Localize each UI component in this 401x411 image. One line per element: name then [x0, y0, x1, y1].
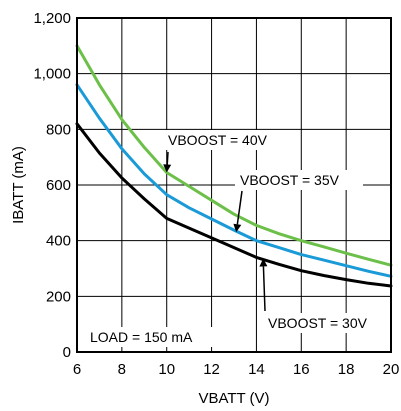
y-tick-label-1: 200: [46, 288, 71, 305]
x-tick-label-6: 18: [338, 361, 355, 378]
x-tick-label-7: 20: [383, 361, 400, 378]
x-tick-label-5: 16: [293, 361, 310, 378]
y-tick-label-4: 800: [46, 121, 71, 138]
y-axis-title: IBATT (mA): [10, 146, 27, 224]
series-line-vboost-30v: [75, 122, 393, 288]
y-tick-label-3: 600: [46, 177, 71, 194]
plot-frame: [76, 17, 392, 353]
x-tick-label-4: 14: [248, 361, 265, 378]
arrow-vboost-30v-shaft: [262, 266, 266, 312]
annotation-40v-background: [163, 130, 283, 150]
annotation-load-background: [85, 327, 215, 347]
annotation-load: LOAD = 150 mA: [90, 329, 193, 345]
series-line-vboost-35v: [75, 83, 393, 278]
annotation-arrows: [163, 151, 268, 312]
annotation-35v-background: [235, 170, 363, 190]
arrow-vboost-30v: [259, 258, 268, 312]
arrow-vboost-35v-shaft: [236, 190, 243, 225]
annotation-vboost-35v: VBOOST = 35V: [240, 172, 340, 188]
y-tick-label-6: 1,200: [33, 10, 71, 27]
y-tick-label-0: 0: [63, 344, 71, 361]
annotation-vboost-40v: VBOOST = 40V: [168, 132, 268, 148]
arrow-vboost-30v-head: [259, 258, 268, 267]
x-tick-label-3: 12: [203, 361, 220, 378]
annotation-vboost-30v: VBOOST = 30V: [268, 315, 368, 331]
arrow-vboost-35v-head: [233, 223, 242, 233]
annotations: VBOOST = 40V VBOOST = 35V VBOOST = 30V L…: [85, 130, 383, 347]
arrow-vboost-40v: [163, 151, 172, 173]
annotation-30v-background: [263, 313, 383, 333]
series-lines: [75, 44, 393, 288]
x-axis-title: VBATT (V): [198, 390, 269, 407]
arrow-vboost-40v-head: [163, 164, 172, 173]
y-tick-label-5: 1,000: [33, 66, 71, 83]
x-tick-label-2: 10: [158, 361, 175, 378]
series-line-vboost-40v: [75, 44, 393, 267]
x-tick-label-0: 6: [73, 361, 81, 378]
arrow-vboost-35v: [233, 190, 243, 233]
arrow-vboost-40v-shaft: [166, 151, 169, 165]
x-tick-label-1: 8: [118, 361, 126, 378]
y-tick-label-2: 400: [46, 233, 71, 250]
